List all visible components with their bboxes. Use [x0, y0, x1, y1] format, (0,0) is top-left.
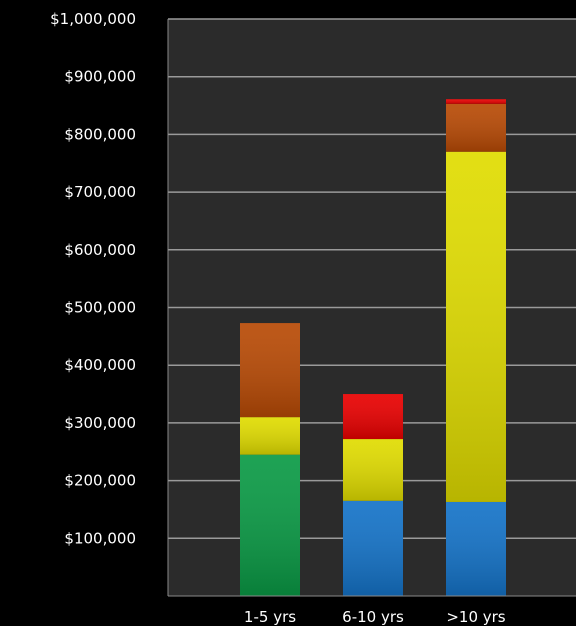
bar-segment-shading [343, 394, 403, 440]
y-tick-label: $300,000 [64, 414, 136, 432]
bar-segment-shading [446, 99, 506, 104]
y-tick-label: $200,000 [64, 472, 136, 490]
bar-segment-shading [240, 454, 300, 596]
bar-segment-shading [446, 103, 506, 152]
x-axis-tick-labels: 1-5 yrs 6-10 yrs >10 yrs [244, 608, 506, 626]
bar-segment-shading [240, 417, 300, 455]
x-tick-label: 1-5 yrs [244, 608, 296, 626]
bar-segment-shading [446, 151, 506, 502]
x-tick-label: 6-10 yrs [342, 608, 404, 626]
bars [240, 99, 506, 596]
bar-segment-shading [240, 323, 300, 418]
bar-segment-shading [446, 501, 506, 596]
bar-segment-shading [343, 500, 403, 596]
y-tick-label: $400,000 [64, 356, 136, 374]
y-tick-label: $100,000 [64, 529, 136, 547]
y-tick-label: $900,000 [64, 68, 136, 86]
y-axis-tick-labels: $100,000 $200,000 $300,000 $400,000 $500,000… [50, 10, 136, 547]
y-tick-label: $1,000,000 [50, 10, 136, 28]
y-tick-label: $500,000 [64, 299, 136, 317]
y-tick-label: $600,000 [64, 241, 136, 259]
bar-segment-shading [343, 439, 403, 501]
x-tick-label: >10 yrs [446, 608, 505, 626]
y-tick-label: $700,000 [64, 183, 136, 201]
y-tick-label: $800,000 [64, 125, 136, 143]
